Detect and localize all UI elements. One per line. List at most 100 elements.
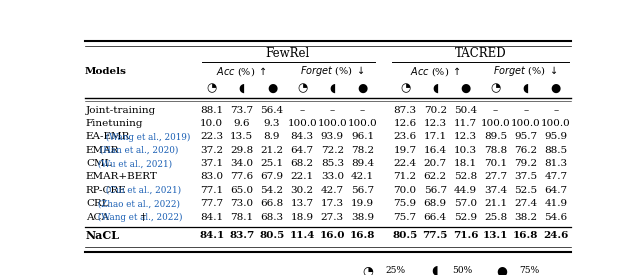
Text: (Wang et al., 2022): (Wang et al., 2022) [95, 213, 182, 222]
Text: ●: ● [357, 82, 367, 95]
Text: Models: Models [85, 67, 127, 76]
Text: 42.7: 42.7 [321, 186, 344, 195]
Text: 73.7: 73.7 [230, 106, 253, 115]
Text: 42.1: 42.1 [351, 172, 374, 182]
Text: 62.2: 62.2 [424, 172, 447, 182]
Text: 70.2: 70.2 [424, 106, 447, 115]
Text: Finetuning: Finetuning [86, 119, 143, 128]
Text: 100.0: 100.0 [287, 119, 317, 128]
Text: 77.5: 77.5 [422, 231, 448, 240]
Text: 34.0: 34.0 [230, 159, 253, 168]
Text: 66.8: 66.8 [260, 199, 284, 208]
Text: 13.1: 13.1 [483, 231, 508, 240]
Text: 78.8: 78.8 [484, 146, 507, 155]
Text: 64.7: 64.7 [291, 146, 314, 155]
Text: 77.7: 77.7 [200, 199, 223, 208]
Text: $\mathit{Acc}$ (%) $\uparrow$: $\mathit{Acc}$ (%) $\uparrow$ [410, 65, 461, 78]
Text: 71.6: 71.6 [452, 231, 478, 240]
Text: 30.2: 30.2 [291, 186, 314, 195]
Text: ◔: ◔ [362, 264, 373, 275]
Text: 50%: 50% [452, 266, 472, 275]
Text: 11.7: 11.7 [454, 119, 477, 128]
Text: 70.0: 70.0 [394, 186, 417, 195]
Text: EA-EMR: EA-EMR [86, 133, 131, 141]
Text: 37.1: 37.1 [200, 159, 223, 168]
Text: 21.2: 21.2 [260, 146, 284, 155]
Text: 9.6: 9.6 [234, 119, 250, 128]
Text: Joint-training: Joint-training [86, 106, 156, 115]
Text: 56.7: 56.7 [351, 186, 374, 195]
Text: 65.0: 65.0 [230, 186, 253, 195]
Text: (Wu et al., 2021): (Wu et al., 2021) [95, 159, 172, 168]
Text: (Han et al., 2020): (Han et al., 2020) [97, 146, 179, 155]
Text: ◖: ◖ [432, 82, 438, 95]
Text: 52.8: 52.8 [454, 172, 477, 182]
Text: 84.1: 84.1 [199, 231, 224, 240]
Text: 80.5: 80.5 [392, 231, 418, 240]
Text: –: – [330, 106, 335, 115]
Text: ◔: ◔ [400, 82, 410, 95]
Text: 25.8: 25.8 [484, 213, 507, 221]
Text: 80.5: 80.5 [259, 231, 285, 240]
Text: 71.2: 71.2 [394, 172, 417, 182]
Text: 18.9: 18.9 [291, 213, 314, 221]
Text: 38.9: 38.9 [351, 213, 374, 221]
Text: (Wang et al., 2019): (Wang et al., 2019) [103, 132, 191, 142]
Text: –: – [300, 106, 305, 115]
Text: 54.6: 54.6 [545, 213, 568, 221]
Text: 56.4: 56.4 [260, 106, 284, 115]
Text: 47.7: 47.7 [545, 172, 568, 182]
Text: 77.1: 77.1 [200, 186, 223, 195]
Text: 100.0: 100.0 [317, 119, 348, 128]
Text: 68.2: 68.2 [291, 159, 314, 168]
Text: 44.9: 44.9 [454, 186, 477, 195]
Text: FewRel: FewRel [265, 47, 309, 60]
Text: 96.1: 96.1 [351, 133, 374, 141]
Text: 89.5: 89.5 [484, 133, 507, 141]
Text: 56.7: 56.7 [424, 186, 447, 195]
Text: 16.4: 16.4 [424, 146, 447, 155]
Text: 52.9: 52.9 [454, 213, 477, 221]
Text: 18.1: 18.1 [454, 159, 477, 168]
Text: CRL: CRL [86, 199, 109, 208]
Text: 78.2: 78.2 [351, 146, 374, 155]
Text: 16.8: 16.8 [350, 231, 375, 240]
Text: 87.3: 87.3 [394, 106, 417, 115]
Text: EMAR+BERT: EMAR+BERT [86, 172, 158, 182]
Text: 22.4: 22.4 [394, 159, 417, 168]
Text: 57.0: 57.0 [454, 199, 477, 208]
Text: 67.9: 67.9 [260, 172, 284, 182]
Text: 37.5: 37.5 [514, 172, 538, 182]
Text: RP-CRE: RP-CRE [86, 186, 127, 195]
Text: $\mathit{Forget}$ (%) $\downarrow$: $\mathit{Forget}$ (%) $\downarrow$ [493, 64, 558, 78]
Text: ●: ● [496, 264, 507, 275]
Text: 81.3: 81.3 [545, 159, 568, 168]
Text: 38.2: 38.2 [514, 213, 538, 221]
Text: 37.4: 37.4 [484, 186, 507, 195]
Text: 16.0: 16.0 [319, 231, 345, 240]
Text: 78.1: 78.1 [230, 213, 253, 221]
Text: ◖: ◖ [431, 264, 438, 275]
Text: ◖: ◖ [329, 82, 335, 95]
Text: 41.9: 41.9 [545, 199, 568, 208]
Text: ◔: ◔ [207, 82, 217, 95]
Text: 93.9: 93.9 [321, 133, 344, 141]
Text: 22.3: 22.3 [200, 133, 223, 141]
Text: 100.0: 100.0 [348, 119, 378, 128]
Text: 8.9: 8.9 [264, 133, 280, 141]
Text: ◔: ◔ [490, 82, 500, 95]
Text: 75.9: 75.9 [394, 199, 417, 208]
Text: NaCL: NaCL [86, 230, 120, 241]
Text: 10.0: 10.0 [200, 119, 223, 128]
Text: 88.5: 88.5 [545, 146, 568, 155]
Text: 54.2: 54.2 [260, 186, 284, 195]
Text: 12.3: 12.3 [454, 133, 477, 141]
Text: 88.1: 88.1 [200, 106, 223, 115]
Text: (Cui et al., 2021): (Cui et al., 2021) [103, 186, 181, 195]
Text: 66.4: 66.4 [424, 213, 447, 221]
Text: 16.8: 16.8 [513, 231, 538, 240]
Text: $\mathit{Forget}$ (%) $\downarrow$: $\mathit{Forget}$ (%) $\downarrow$ [300, 64, 365, 78]
Text: 27.4: 27.4 [514, 199, 538, 208]
Text: 100.0: 100.0 [511, 119, 541, 128]
Text: 29.8: 29.8 [230, 146, 253, 155]
